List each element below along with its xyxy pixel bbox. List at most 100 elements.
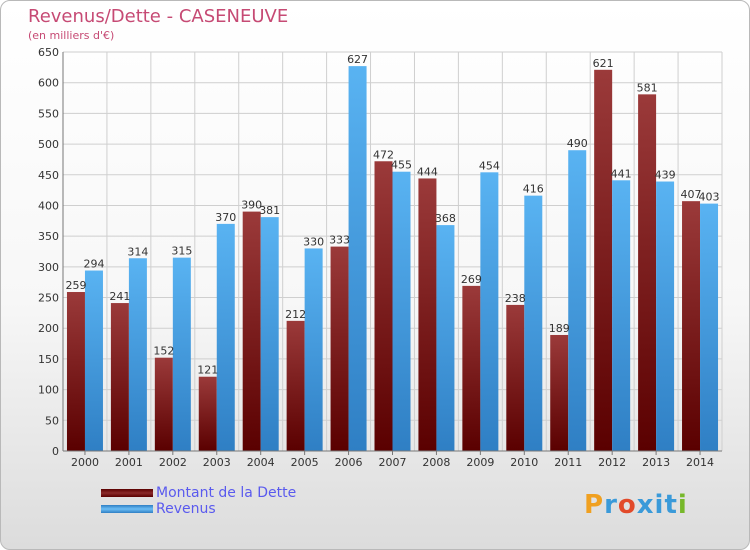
data-label-revenus: 381 (259, 204, 280, 217)
axes: 0 50 100 150 200 250 300 350 400 450 500 550 600 650 2… (38, 46, 722, 469)
data-label-dette: 238 (505, 292, 526, 305)
y-tick-label: 250 (38, 292, 59, 305)
y-tick-label: 100 (38, 384, 59, 397)
bars (66, 66, 719, 452)
logo-letter: P (584, 490, 605, 520)
bar-revenus (84, 270, 103, 451)
y-tick-label: 650 (38, 46, 59, 59)
x-tick-label: 2013 (642, 456, 670, 469)
x-tick-label: 2000 (71, 456, 99, 469)
logo-letter: t (664, 490, 678, 520)
logo-letter: x (636, 490, 655, 520)
x-tick-label: 2007 (379, 456, 407, 469)
data-label-dette: 241 (109, 290, 130, 303)
logo-letter: i (677, 490, 688, 520)
bar-revenus (172, 257, 191, 451)
y-tick-label: 400 (38, 199, 59, 212)
x-tick-label: 2008 (422, 456, 450, 469)
data-label-revenus: 403 (699, 191, 720, 204)
bar-dette (242, 211, 261, 451)
bar-revenus (656, 181, 675, 451)
bar-revenus (700, 203, 719, 451)
data-label-dette: 621 (593, 57, 614, 70)
data-label-dette: 212 (285, 308, 306, 321)
bar-revenus (260, 217, 279, 451)
data-label-revenus: 315 (171, 245, 192, 258)
x-tick-label: 2014 (686, 456, 714, 469)
bar-dette (682, 201, 701, 451)
logo-letter: i (654, 490, 665, 520)
bar-dette (154, 357, 173, 451)
legend-swatch-revenus (101, 505, 153, 513)
data-label-dette: 333 (329, 234, 350, 247)
data-label-revenus: 330 (303, 235, 324, 248)
bar-dette (330, 246, 349, 451)
bar-dette (198, 376, 217, 451)
bar-revenus (612, 180, 631, 452)
x-tick-label: 2009 (466, 456, 494, 469)
bar-revenus (128, 258, 147, 451)
data-label-dette: 152 (153, 345, 174, 358)
bar-revenus (216, 223, 235, 451)
x-tick-label: 2001 (115, 456, 143, 469)
legend-swatch-dette (101, 489, 153, 497)
bar-revenus (568, 150, 587, 451)
data-label-dette: 390 (241, 199, 262, 212)
data-label-revenus: 455 (391, 159, 412, 172)
y-tick-label: 150 (38, 353, 59, 366)
bar-dette (110, 303, 129, 451)
x-tick-label: 2004 (247, 456, 275, 469)
bar-dette (66, 292, 85, 451)
x-tick-label: 2006 (335, 456, 363, 469)
y-tick-label: 600 (38, 77, 59, 90)
bar-dette (374, 161, 393, 451)
data-label-revenus: 416 (523, 183, 544, 196)
data-label-revenus: 454 (479, 159, 500, 172)
data-label-revenus: 490 (567, 137, 588, 150)
bar-revenus (524, 195, 543, 451)
x-tick-label: 2012 (598, 456, 626, 469)
data-label-dette: 472 (373, 148, 394, 161)
chart-subtitle: (en milliers d'€) (28, 29, 115, 42)
y-tick-label: 450 (38, 169, 59, 182)
data-label-revenus: 294 (83, 258, 104, 271)
data-label-revenus: 368 (435, 212, 456, 225)
bar-revenus (480, 172, 499, 451)
y-tick-label: 550 (38, 107, 59, 120)
bar-revenus (304, 248, 323, 451)
logo-letter: o (617, 490, 637, 520)
chart-title: Revenus/Dette - CASENEUVE (28, 6, 289, 27)
legend-label-dette: Montant de la Dette (156, 485, 297, 501)
bar-revenus (392, 171, 411, 451)
y-tick-label: 0 (52, 445, 59, 458)
bar-revenus (436, 225, 455, 451)
x-tick-label: 2002 (159, 456, 187, 469)
bar-dette (418, 178, 437, 451)
bar-dette (550, 334, 569, 451)
data-label-dette: 259 (65, 279, 86, 292)
x-tick-label: 2011 (554, 456, 582, 469)
proxiti-logo: Proxiti (584, 490, 688, 520)
data-label-dette: 121 (197, 364, 218, 377)
data-label-dette: 189 (549, 322, 570, 335)
bar-dette (594, 69, 613, 451)
y-tick-label: 350 (38, 230, 59, 243)
legend-label-revenus: Revenus (156, 501, 216, 517)
data-label-dette: 407 (681, 188, 702, 201)
data-label-revenus: 627 (347, 53, 368, 66)
data-label-dette: 581 (637, 81, 658, 94)
y-tick-label: 50 (45, 414, 59, 427)
data-label-revenus: 439 (655, 169, 676, 182)
bar-revenus (348, 66, 367, 451)
data-label-revenus: 314 (127, 245, 148, 258)
data-label-revenus: 370 (215, 211, 236, 224)
data-label-revenus: 441 (611, 167, 632, 180)
x-tick-label: 2003 (203, 456, 231, 469)
bar-dette (286, 320, 305, 451)
data-label-dette: 269 (461, 273, 482, 286)
y-tick-label: 200 (38, 322, 59, 335)
x-tick-label: 2005 (291, 456, 319, 469)
y-tick-label: 300 (38, 261, 59, 274)
